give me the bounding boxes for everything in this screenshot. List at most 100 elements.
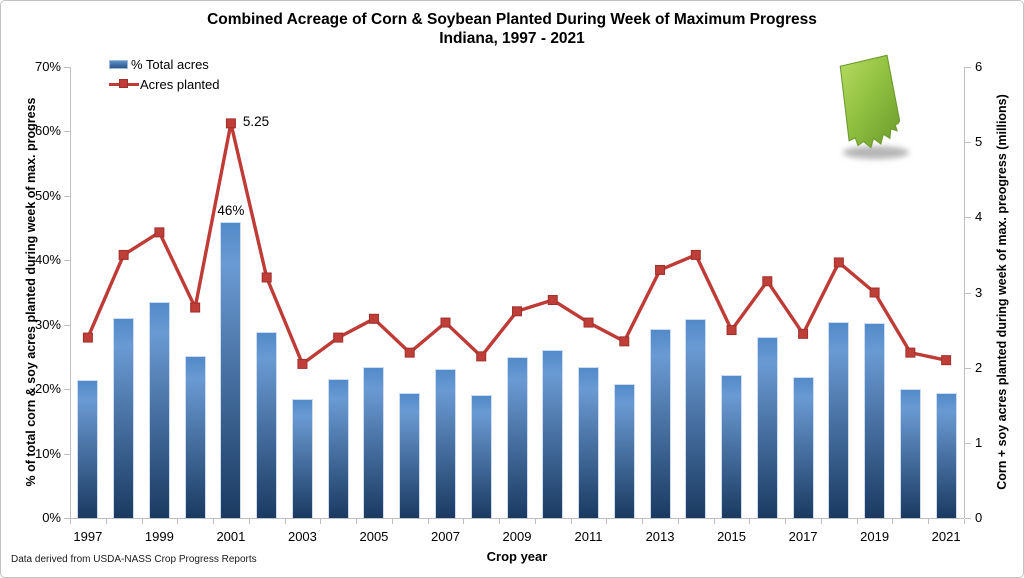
y-right-tick-label: 6 (975, 59, 983, 74)
line-marker-2001 (225, 118, 236, 129)
x-tick (213, 519, 215, 524)
x-tick (391, 519, 393, 524)
bar-2003 (291, 398, 313, 518)
x-tick-label-1997: 1997 (73, 529, 103, 544)
bar-2019 (864, 322, 886, 518)
line-marker-2017 (798, 328, 809, 339)
bar-2001 (220, 221, 242, 518)
y-left-tick-label: 30% (34, 316, 61, 332)
bar-1998 (113, 318, 135, 518)
y-right-tick-label: 0 (975, 510, 983, 525)
bar-2017 (792, 376, 814, 518)
x-tick (534, 519, 536, 524)
x-tick (177, 519, 179, 524)
x-tick (499, 519, 501, 524)
line-marker-2010 (547, 295, 558, 306)
x-tick (820, 519, 822, 524)
y-left-tick-label: 20% (34, 381, 61, 397)
indiana-state-icon (829, 54, 921, 166)
y-right-tick-label: 3 (975, 284, 983, 300)
acres-planted-line-series (82, 118, 952, 369)
x-tick-label-2001: 2001 (216, 529, 246, 544)
line-path (86, 121, 947, 366)
x-tick-label-2007: 2007 (431, 529, 460, 544)
y-axis-right-spine (964, 67, 965, 518)
x-tick (892, 519, 894, 524)
y-right-tick-label: 2 (975, 359, 983, 375)
x-tick-label-2009: 2009 (502, 529, 532, 544)
legend-item-total-acres: % Total acres (109, 54, 220, 74)
blue-bar-swatch-icon (109, 59, 128, 69)
x-tick-label-1999: 1999 (144, 529, 174, 544)
x-tick (284, 519, 286, 524)
line-marker-2015 (726, 325, 737, 336)
x-tick (105, 519, 107, 524)
x-tick (356, 519, 358, 524)
line-marker-2000 (190, 302, 201, 313)
state-icon-shadow (843, 146, 909, 159)
x-tick (964, 519, 965, 524)
legend-label: % Total acres (131, 56, 209, 72)
y-right-tick (965, 292, 971, 294)
x-tick (928, 519, 930, 524)
line-marker-2013 (655, 264, 666, 275)
line-marker-2016 (762, 276, 773, 287)
y-left-tick-label: 70% (34, 59, 61, 74)
bar-1997 (77, 380, 99, 518)
indiana-outline-icon (839, 54, 900, 149)
legend-item-acres-planted: Acres planted (109, 74, 220, 94)
y-left-tick (64, 453, 70, 455)
chart-title-line2: Indiana, 1997 - 2021 (439, 30, 585, 47)
bar-2006 (399, 393, 421, 518)
line-marker-2018 (833, 257, 844, 268)
x-tick-label-2005: 2005 (359, 529, 389, 544)
y-left-tick (64, 389, 70, 391)
bar-2000 (184, 356, 206, 518)
x-tick (749, 519, 751, 524)
line-marker-2008 (476, 351, 487, 362)
y-left-tick (64, 324, 70, 326)
bar-2010 (542, 349, 564, 518)
y-right-tick-label: 1 (975, 434, 983, 450)
x-tick-label-2021: 2021 (931, 529, 961, 544)
line-marker-2005 (368, 313, 379, 324)
bar-2015 (721, 374, 743, 518)
y-right-tick (965, 142, 971, 144)
x-tick-label-2013: 2013 (645, 529, 675, 544)
line-marker-2006 (404, 347, 415, 358)
bar-2004 (327, 379, 349, 518)
x-tick (141, 519, 143, 524)
x-axis-title: Crop year (486, 549, 548, 564)
annotation-5.25: 5.25 (242, 114, 270, 130)
x-tick (570, 519, 572, 524)
y-axis-left-spine (70, 67, 71, 518)
x-tick (856, 519, 858, 524)
x-tick (713, 519, 715, 524)
red-line-swatch-icon (109, 78, 139, 90)
y-left-tick-label: 50% (34, 187, 61, 203)
line-marker-2009 (512, 306, 522, 317)
y-left-tick (64, 260, 70, 262)
line-marker-1999 (154, 227, 165, 238)
y-left-tick-label: 10% (34, 445, 61, 461)
x-axis-spine (70, 518, 964, 519)
x-tick-label-2019: 2019 (860, 529, 890, 544)
legend: % Total acres Acres planted (109, 54, 220, 94)
bar-2021 (935, 393, 957, 518)
y-left-tick-label: 60% (34, 123, 61, 139)
bar-2014 (685, 318, 707, 518)
y-left-tick-label: 0% (42, 510, 61, 525)
line-marker-2004 (333, 332, 344, 343)
y-right-tick (965, 367, 971, 369)
line-marker-2021 (941, 355, 952, 366)
y-right-tick (965, 217, 971, 219)
x-tick-label-2017: 2017 (788, 529, 818, 544)
line-marker-2014 (690, 249, 701, 260)
y-left-tick (64, 195, 70, 197)
y-left-tick (64, 67, 70, 68)
line-marker-1997 (82, 332, 93, 343)
line-marker-2019 (869, 287, 880, 298)
x-tick-label-2015: 2015 (717, 529, 746, 544)
legend-label: Acres planted (140, 76, 220, 92)
